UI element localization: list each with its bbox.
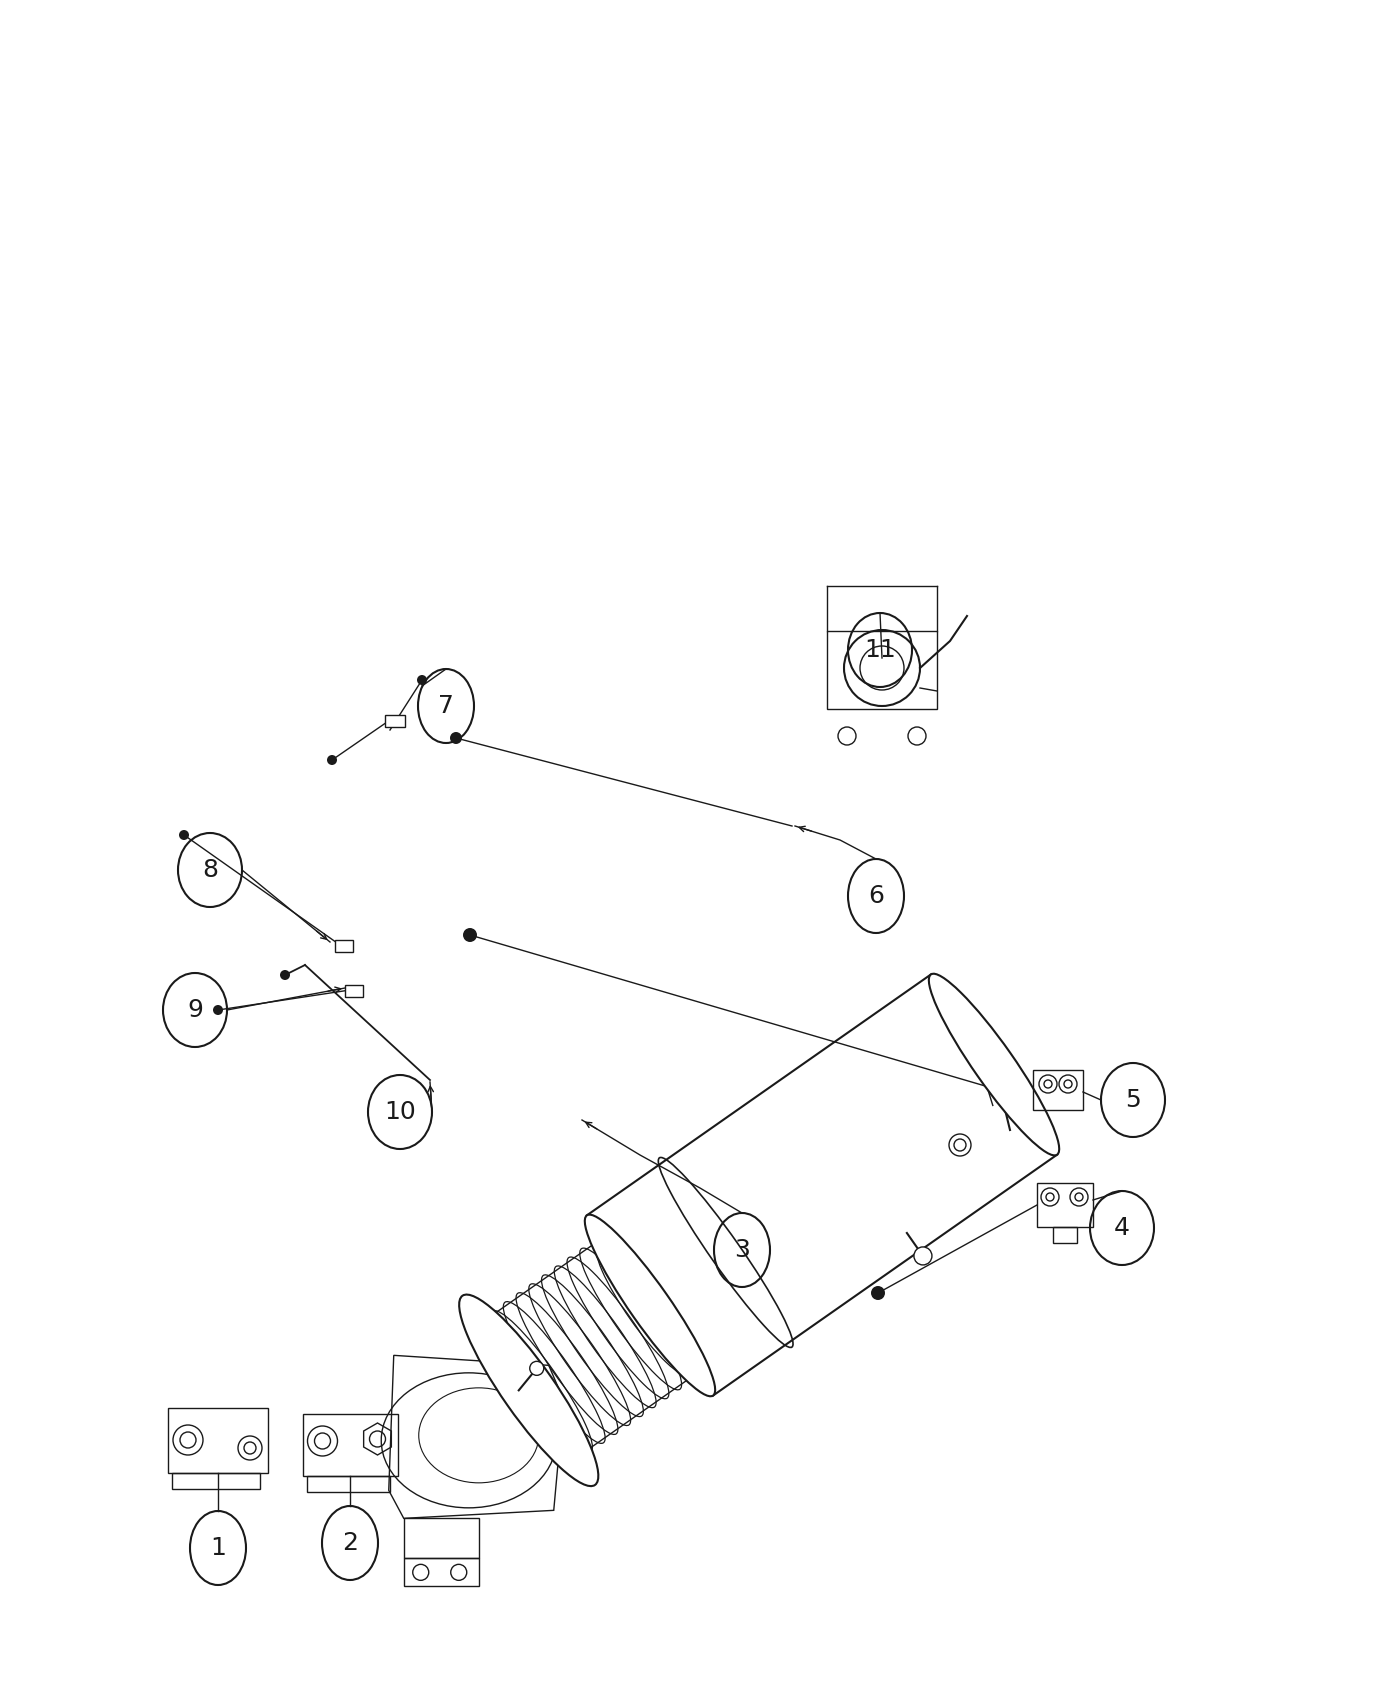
Bar	[168, 1408, 267, 1472]
Ellipse shape	[585, 1214, 715, 1396]
Bar	[302, 1414, 398, 1476]
Text: 9: 9	[188, 998, 203, 1022]
Bar	[385, 716, 405, 728]
Bar	[172, 1472, 260, 1489]
Circle shape	[417, 675, 427, 685]
Ellipse shape	[596, 1244, 690, 1375]
Text: 10: 10	[384, 1100, 416, 1124]
Ellipse shape	[381, 1374, 556, 1508]
Bar	[335, 940, 353, 952]
Bar	[403, 1559, 479, 1586]
Text: 3: 3	[734, 1238, 750, 1261]
Bar	[307, 1476, 389, 1493]
Ellipse shape	[482, 1324, 575, 1455]
Text: 8: 8	[202, 858, 218, 882]
Circle shape	[280, 971, 290, 979]
Circle shape	[213, 1005, 223, 1015]
Text: 2: 2	[342, 1532, 358, 1556]
Bar	[344, 984, 363, 996]
Circle shape	[179, 830, 189, 840]
Bar	[1033, 1069, 1084, 1110]
Bar	[1053, 1227, 1077, 1243]
Circle shape	[529, 1362, 543, 1375]
Ellipse shape	[928, 974, 1060, 1156]
Text: 4: 4	[1114, 1216, 1130, 1239]
Bar	[403, 1518, 479, 1559]
Bar	[827, 631, 937, 709]
Text: 7: 7	[438, 694, 454, 717]
Text: 6: 6	[868, 884, 883, 908]
Circle shape	[949, 1134, 972, 1156]
Ellipse shape	[459, 1295, 598, 1486]
Circle shape	[463, 928, 477, 942]
Circle shape	[449, 733, 462, 745]
Text: 11: 11	[864, 638, 896, 661]
Circle shape	[871, 1285, 885, 1300]
Circle shape	[914, 1246, 932, 1265]
Bar	[1037, 1183, 1093, 1227]
Text: 1: 1	[210, 1537, 225, 1561]
Text: 5: 5	[1126, 1088, 1141, 1112]
Circle shape	[328, 755, 337, 765]
